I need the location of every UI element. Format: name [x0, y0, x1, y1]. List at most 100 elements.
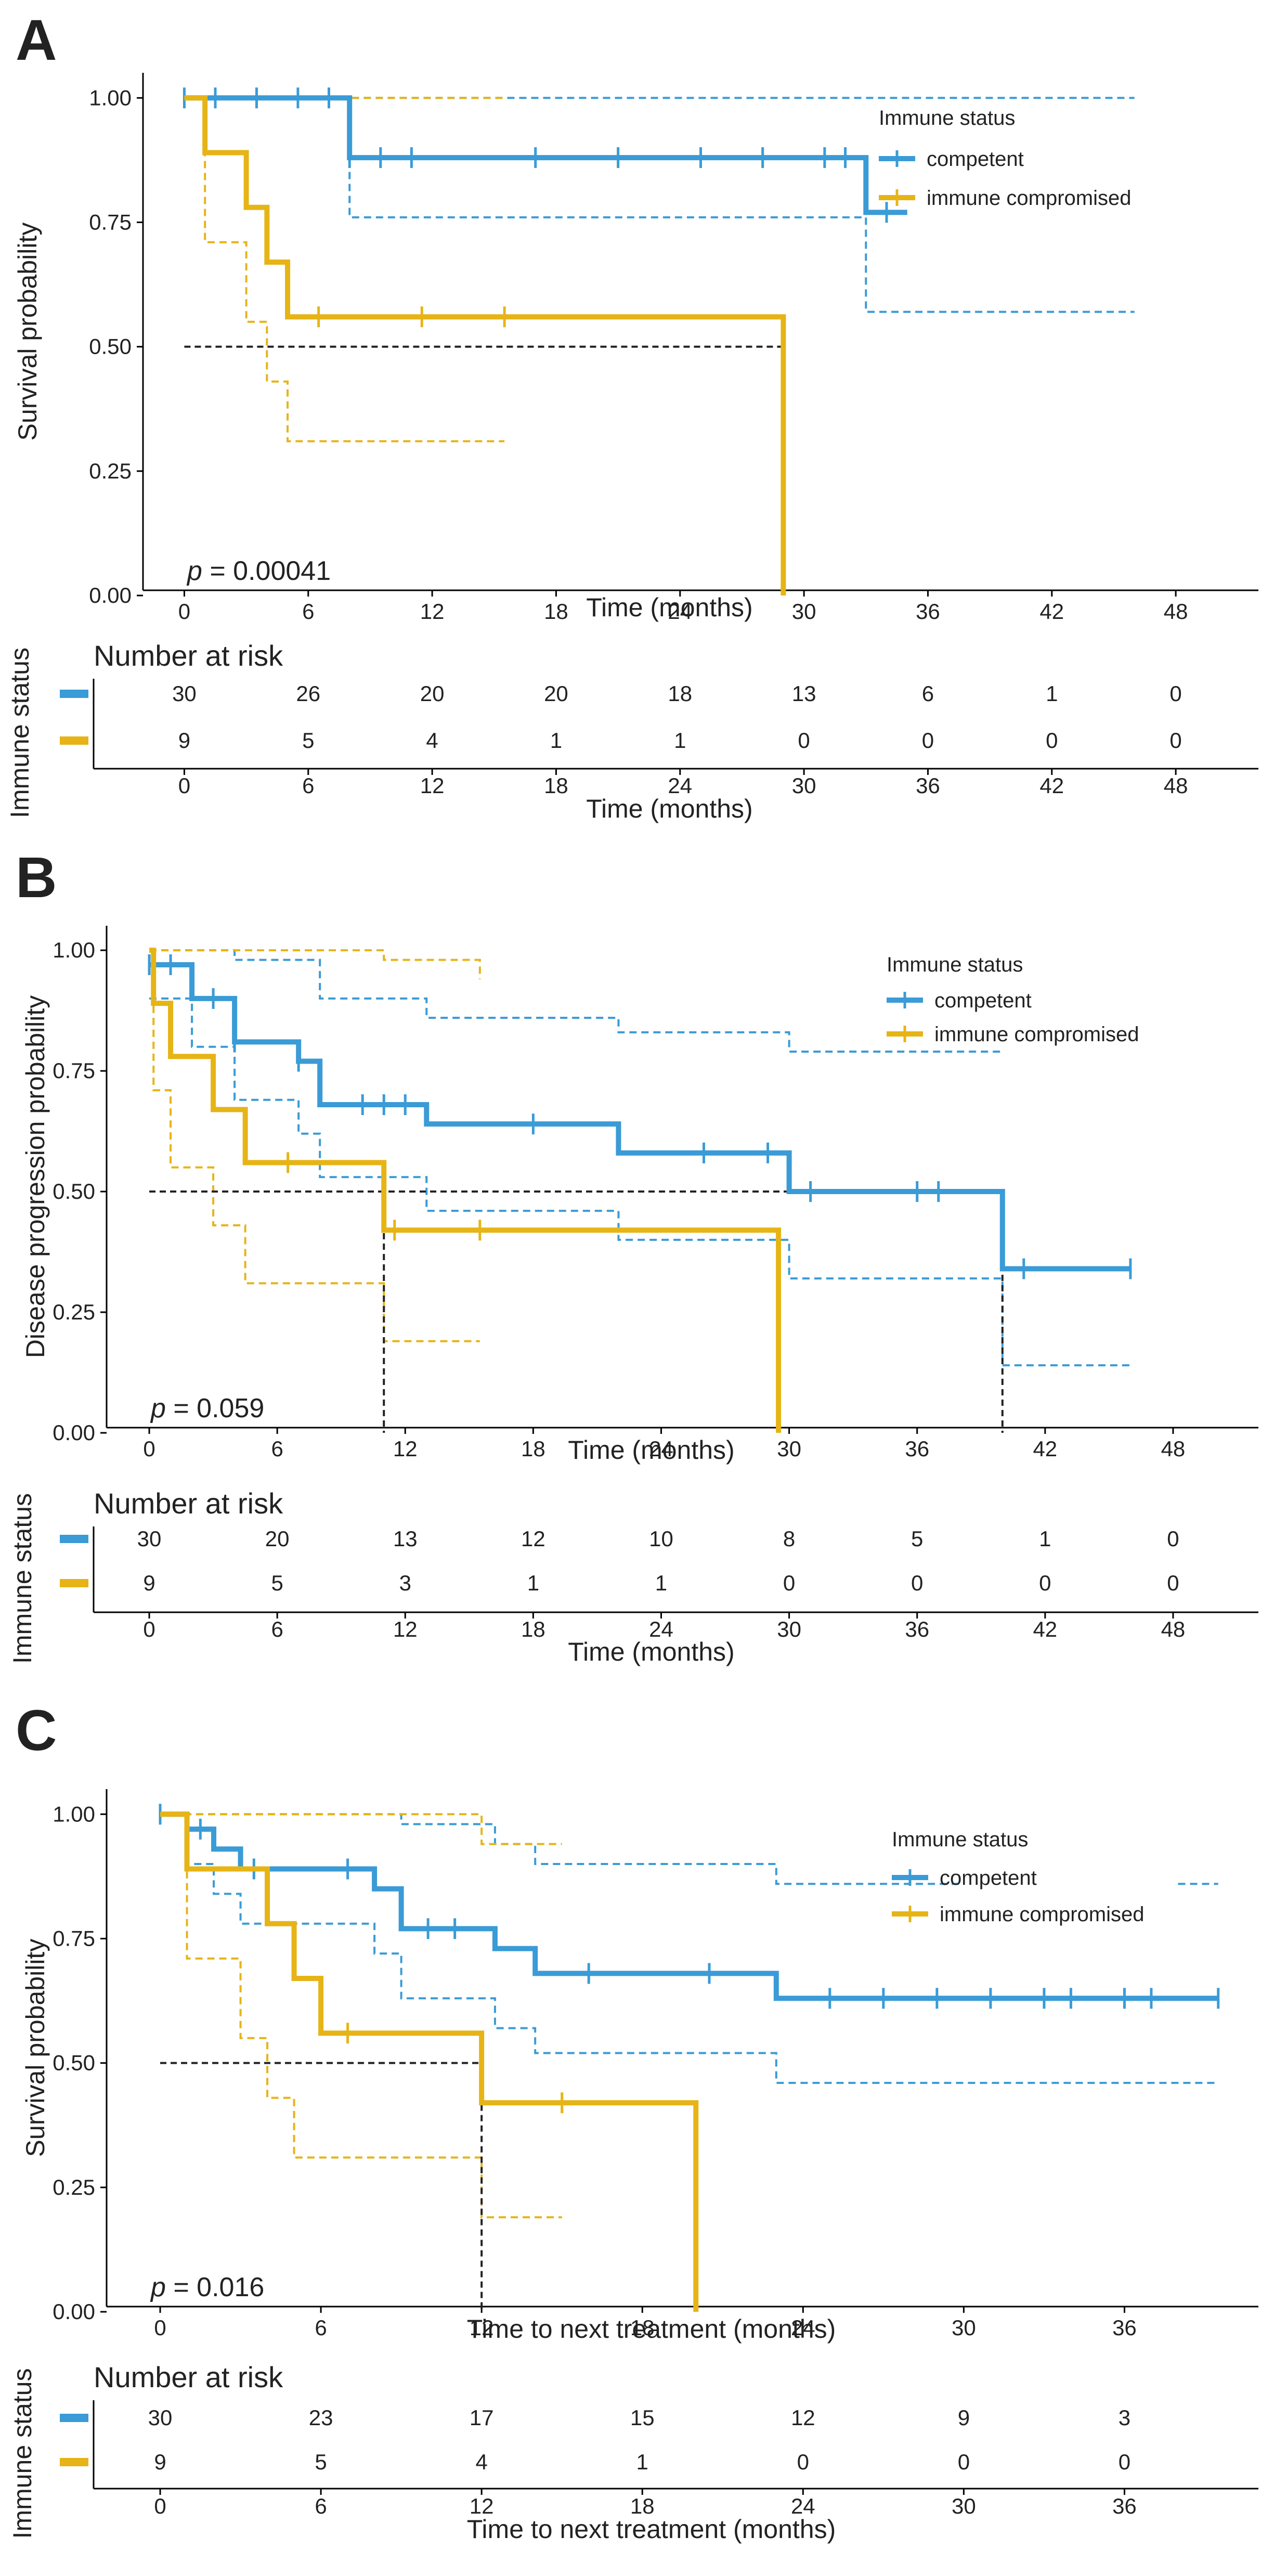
y-tick-label: 1.00 — [53, 1802, 95, 1826]
risk-row-swatch-competent — [60, 690, 88, 698]
risk-x-tick-label: 24 — [791, 2494, 815, 2518]
ci-upper-competent — [160, 1813, 964, 1885]
legend-title: Immune status — [887, 953, 1023, 976]
risk-x-tick-label: 18 — [630, 2494, 655, 2518]
risk-count: 20 — [544, 681, 568, 706]
risk-x-tick-label: 48 — [1161, 1617, 1186, 1641]
risk-count: 0 — [922, 728, 934, 753]
x-tick-label: 24 — [668, 599, 692, 624]
x-tick-label: 48 — [1164, 599, 1188, 624]
panel-b: B0.000.250.500.751.000 6 12 18 24 30 36 42 48Tim… — [8, 846, 1258, 1666]
risk-count: 0 — [1169, 728, 1181, 753]
risk-count: 3 — [1119, 2405, 1130, 2430]
y-tick-label: 0.25 — [53, 1300, 95, 1324]
x-tick-label: 6 — [315, 2315, 327, 2340]
y-tick-label: 0.00 — [89, 583, 132, 607]
risk-y-axis-title: Immune status — [8, 2368, 37, 2539]
risk-count: 0 — [1169, 681, 1181, 706]
x-tick-label: 42 — [1039, 599, 1064, 624]
risk-count: 8 — [783, 1526, 795, 1551]
x-tick-label: 36 — [916, 599, 940, 624]
risk-count: 0 — [911, 1571, 923, 1595]
risk-count: 20 — [265, 1526, 290, 1551]
risk-count: 12 — [521, 1526, 545, 1551]
risk-count: 1 — [636, 2450, 648, 2474]
y-tick-label: 0.50 — [53, 2051, 95, 2075]
legend-label: competent — [934, 989, 1032, 1012]
risk-count: 9 — [958, 2405, 970, 2430]
km-curve-immune_compromised — [160, 1811, 699, 2312]
risk-count: 0 — [1046, 728, 1058, 753]
risk-table: Number at risk 30 26 20 20 18 13 6 1 0 9 5 4 1 1 0 0 0 0 0 6… — [5, 639, 1258, 823]
risk-x-tick-label: 24 — [649, 1617, 673, 1641]
legend-title: Immune status — [879, 107, 1015, 130]
risk-count: 0 — [783, 1571, 795, 1595]
x-tick-label: 0 — [178, 599, 190, 624]
x-tick-label: 6 — [302, 599, 314, 624]
risk-x-tick-label: 0 — [143, 1617, 155, 1641]
y-tick-label: 1.00 — [89, 85, 132, 110]
x-tick-label: 18 — [630, 2315, 655, 2340]
x-tick-label: 30 — [952, 2315, 976, 2340]
risk-x-tick-label: 42 — [1033, 1617, 1057, 1641]
risk-x-axis-title: Time (months) — [586, 794, 752, 823]
p-value: p = 0.00041 — [186, 556, 331, 586]
risk-x-tick-label: 48 — [1164, 773, 1188, 798]
risk-x-tick-label: 24 — [668, 773, 692, 798]
risk-count: 1 — [1039, 1526, 1051, 1551]
x-axis-title: Time (months) — [568, 1435, 734, 1465]
y-axis-title: Survival probability — [21, 1939, 50, 2157]
risk-x-tick-label: 0 — [178, 773, 190, 798]
risk-row-swatch-competent — [60, 2414, 88, 2422]
risk-count: 9 — [178, 728, 190, 753]
x-tick-label: 36 — [1112, 2315, 1137, 2340]
y-tick-label: 0.25 — [89, 459, 132, 483]
x-tick-label: 12 — [393, 1436, 418, 1461]
legend-label: immune compromised — [934, 1023, 1139, 1046]
risk-x-axis-title: Time (months) — [568, 1637, 734, 1666]
x-tick-label: 18 — [544, 599, 568, 624]
ci-lower-competent — [160, 1813, 1218, 2084]
risk-x-tick-label: 12 — [470, 2494, 494, 2518]
risk-table-title: Number at risk — [94, 2361, 283, 2393]
x-tick-label: 36 — [905, 1436, 929, 1461]
y-axis-title: Disease progression probability — [21, 995, 50, 1358]
risk-count: 23 — [309, 2405, 333, 2430]
risk-count: 0 — [1119, 2450, 1130, 2474]
risk-count: 0 — [1167, 1526, 1179, 1551]
risk-count: 18 — [668, 681, 692, 706]
risk-table-title: Number at risk — [94, 639, 283, 672]
x-tick-label: 12 — [470, 2315, 494, 2340]
risk-count: 5 — [271, 1571, 283, 1595]
risk-x-axis-title: Time to next treatment (months) — [467, 2515, 836, 2544]
x-tick-label: 48 — [1161, 1436, 1186, 1461]
legend-title: Immune status — [892, 1828, 1028, 1851]
p-value: p = 0.059 — [150, 1393, 264, 1423]
y-tick-label: 1.00 — [53, 938, 95, 962]
panel-letter: B — [16, 846, 57, 910]
x-tick-label: 30 — [777, 1436, 801, 1461]
x-tick-label: 18 — [521, 1436, 545, 1461]
risk-x-tick-label: 30 — [777, 1617, 801, 1641]
p-value: p = 0.016 — [150, 2272, 264, 2302]
x-axis-title: Time (months) — [586, 593, 752, 622]
x-tick-label: 12 — [420, 599, 445, 624]
risk-count: 9 — [154, 2450, 166, 2474]
risk-y-axis-title: Immune status — [5, 648, 34, 818]
x-axis-title: Time to next treatment (months) — [467, 2314, 836, 2344]
ci-lower-competent — [149, 997, 1130, 1367]
risk-count: 13 — [393, 1526, 418, 1551]
risk-count: 30 — [148, 2405, 173, 2430]
x-tick-label: 42 — [1033, 1436, 1057, 1461]
y-tick-label: 0.75 — [53, 1058, 95, 1083]
risk-y-axis-title: Immune status — [8, 1493, 37, 1664]
y-axis-title: Survival probability — [13, 223, 42, 441]
km-curve-immune_compromised — [149, 948, 782, 1433]
risk-x-tick-label: 42 — [1039, 773, 1064, 798]
risk-count: 30 — [137, 1526, 162, 1551]
risk-count: 4 — [426, 728, 438, 753]
risk-count: 0 — [798, 728, 810, 753]
risk-x-tick-label: 18 — [521, 1617, 545, 1641]
legend-label: competent — [940, 1867, 1037, 1889]
